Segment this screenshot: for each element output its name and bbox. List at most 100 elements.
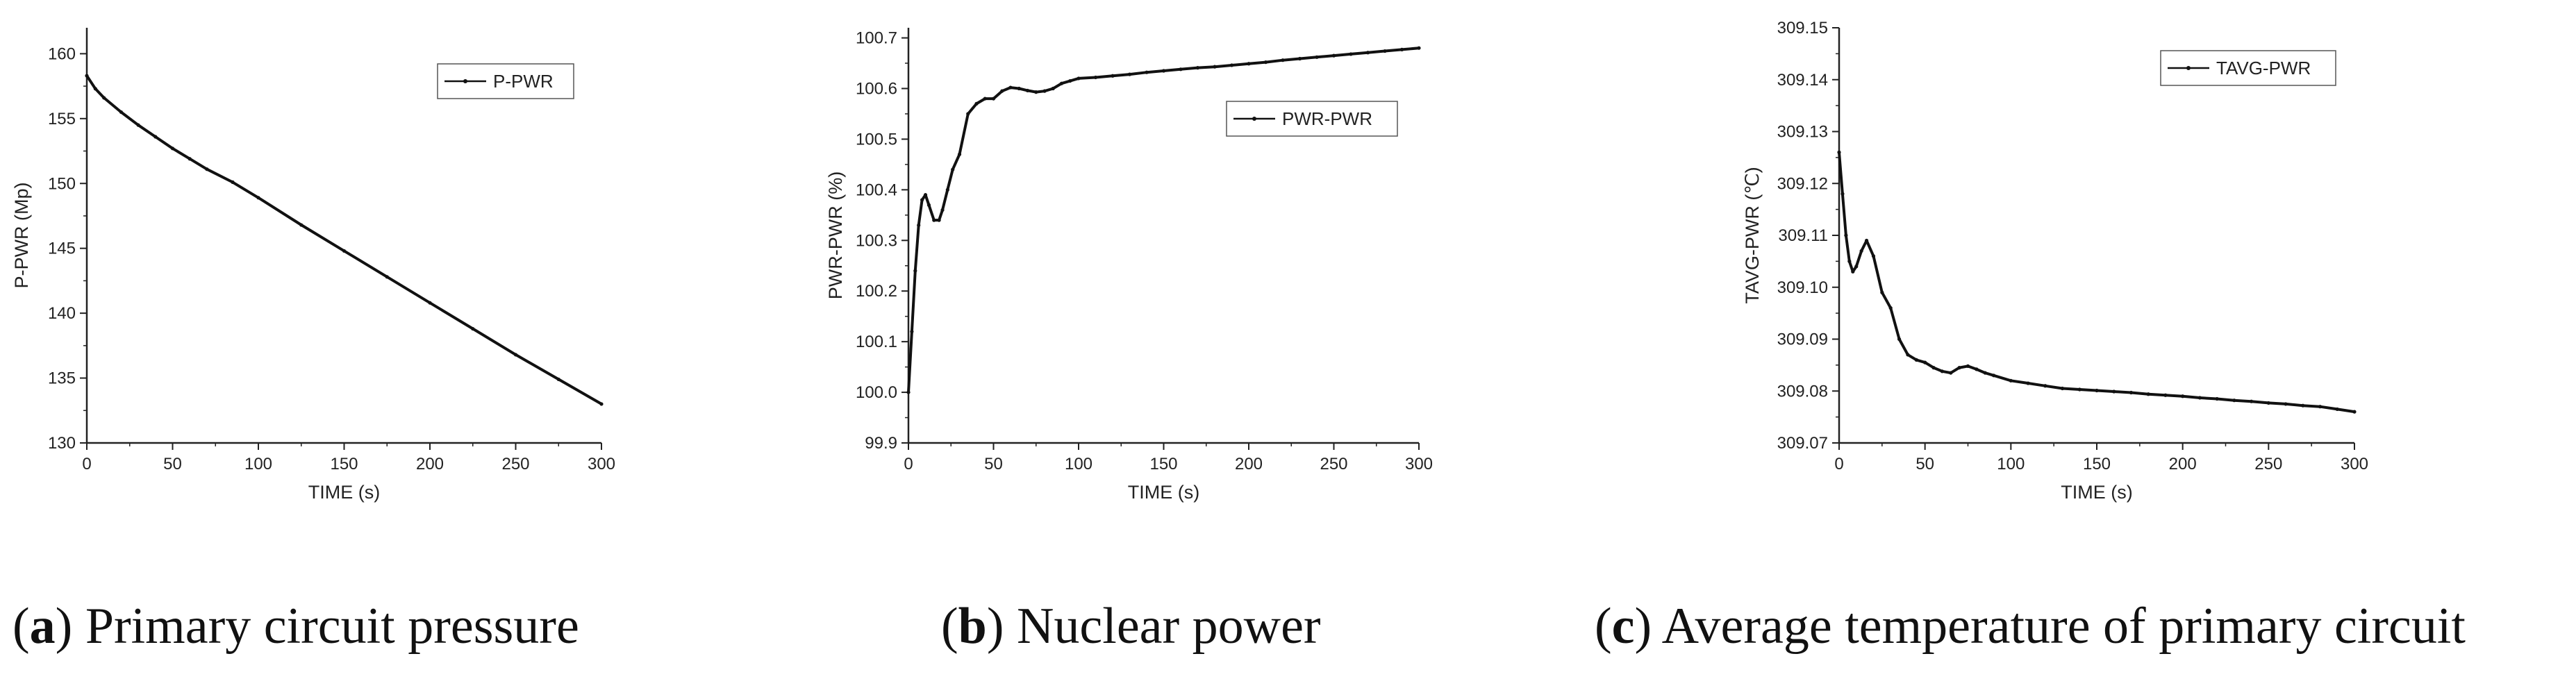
data-point — [1161, 69, 1166, 73]
data-point — [385, 275, 389, 279]
data-point — [256, 196, 260, 200]
data-point — [119, 110, 123, 115]
data-point — [1034, 90, 1038, 94]
y-tick-label: 309.11 — [1778, 226, 1828, 245]
x-tick-label: 150 — [330, 455, 358, 473]
data-point — [2301, 403, 2305, 408]
y-tick-label: 100.6 — [856, 80, 897, 99]
data-point — [1931, 366, 1936, 370]
data-point — [2232, 398, 2236, 403]
x-tick-label: 300 — [588, 455, 615, 473]
data-point — [2266, 401, 2270, 405]
data-point — [1179, 67, 1183, 72]
data-point — [2352, 410, 2357, 414]
y-tick-label: 309.13 — [1777, 123, 1828, 142]
data-point — [937, 218, 941, 222]
data-point — [1992, 374, 1996, 378]
caption-a: (a) Primary circuit pressure — [13, 598, 579, 655]
y-tick-label: 309.10 — [1777, 278, 1828, 297]
chart-c: 0 50 100 150 200 250 300 309.07 309.08 309.09 309.… — [1742, 19, 2368, 503]
data-point — [153, 135, 158, 139]
y-tick-label: 135 — [48, 369, 76, 388]
data-point — [1399, 47, 1404, 51]
caption-c: (c) Average temperature of primary circu… — [1595, 598, 2466, 655]
y-tick-label: 155 — [48, 110, 76, 128]
data-point — [93, 87, 97, 91]
data-point — [1247, 62, 1251, 66]
data-point — [945, 187, 949, 192]
data-point — [231, 180, 235, 184]
y-tick-label: 309.09 — [1777, 330, 1828, 349]
data-point — [1966, 364, 1970, 368]
y-tick-label: 100.5 — [856, 130, 897, 149]
x-axis-label: TIME (s) — [308, 482, 380, 503]
data-point — [1127, 72, 1132, 76]
y-tick-label: 100.1 — [856, 333, 897, 351]
data-point — [2129, 390, 2134, 395]
data-point — [205, 167, 209, 171]
data-point — [1880, 290, 1884, 294]
caption-b: (b) Nuclear power — [941, 598, 1321, 655]
x-tick-label: 200 — [1235, 455, 1263, 473]
data-point — [1983, 371, 1987, 375]
data-point — [1349, 52, 1353, 56]
legend-marker — [2186, 66, 2191, 70]
x-axis-label: TIME (s) — [1128, 482, 1199, 503]
x-tick-label: 300 — [2341, 455, 2368, 473]
data-point — [513, 353, 518, 357]
data-point — [2197, 396, 2202, 400]
y-tick-label: 140 — [48, 304, 76, 323]
data-point — [1840, 192, 1845, 196]
data-point — [1914, 358, 1918, 362]
data-point — [1213, 65, 1217, 69]
data-point — [556, 377, 560, 382]
data-point — [1888, 306, 1893, 310]
data-point — [966, 112, 970, 116]
y-tick-label: 309.07 — [1777, 434, 1828, 453]
x-tick-label: 0 — [1834, 455, 1843, 473]
legend-marker — [1252, 117, 1256, 121]
data-point — [932, 218, 936, 222]
x-tick-label: 200 — [416, 455, 444, 473]
data-point — [2095, 388, 2099, 393]
y-tick-label: 150 — [48, 174, 76, 193]
data-point — [2250, 399, 2254, 403]
data-point — [428, 301, 432, 305]
data-point — [1093, 75, 1098, 80]
legend-label: PWR-PWR — [1282, 108, 1372, 129]
data-point — [2284, 402, 2288, 406]
data-point — [1940, 369, 1944, 374]
x-tick-label: 300 — [1405, 455, 1433, 473]
data-point — [1281, 58, 1285, 62]
data-point — [2181, 394, 2185, 398]
data-point — [1949, 371, 1953, 375]
caption-a-letter: a — [29, 598, 56, 655]
x-tick-label: 0 — [904, 455, 913, 473]
x-tick-label: 250 — [501, 455, 529, 473]
data-point — [1042, 89, 1047, 93]
data-point — [1000, 89, 1004, 93]
data-point — [906, 390, 911, 394]
x-tick-label: 50 — [984, 455, 1003, 473]
data-point — [926, 203, 931, 207]
data-point — [2112, 389, 2116, 394]
data-point — [2335, 407, 2339, 412]
legend-marker — [463, 79, 467, 83]
caption-c-letter: c — [1611, 598, 1635, 655]
data-point — [1906, 353, 1910, 357]
data-point — [2043, 384, 2047, 388]
data-point — [1864, 238, 1869, 243]
data-point — [1871, 254, 1876, 258]
y-tick-label: 309.15 — [1777, 19, 1828, 37]
data-point — [299, 223, 304, 227]
y-tick-label: 100.2 — [856, 282, 897, 301]
data-point — [917, 223, 921, 228]
x-tick-label: 150 — [2083, 455, 2111, 473]
y-tick-label: 100.3 — [856, 231, 897, 250]
data-point — [1957, 366, 1961, 370]
data-point — [1854, 265, 1859, 269]
data-point — [1077, 76, 1081, 81]
data-point — [923, 193, 928, 197]
caption-c-text: Average temperature of primary circuit — [1661, 598, 2466, 655]
